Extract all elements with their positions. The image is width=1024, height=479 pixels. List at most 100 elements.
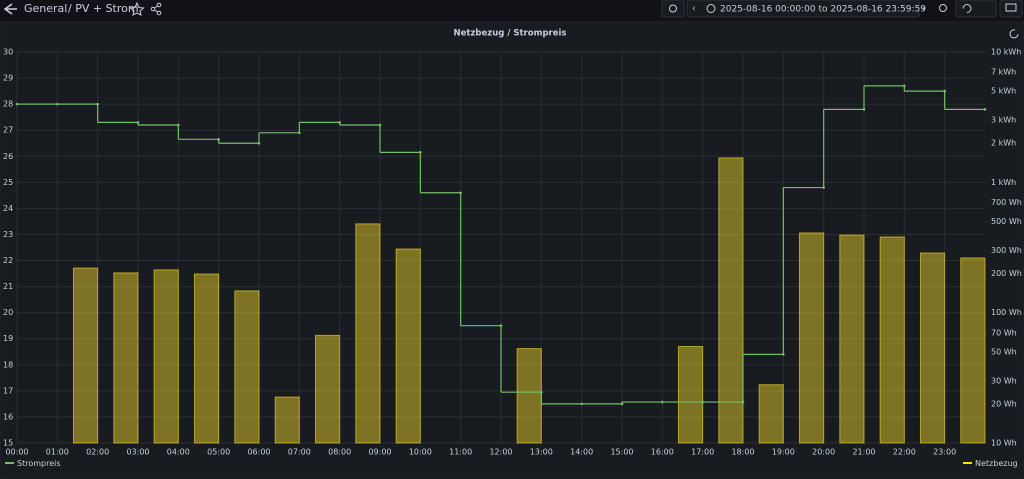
legend-swatch [5, 462, 14, 464]
y-tick-label: 23 [3, 230, 13, 239]
y2-tick-label: 70 Wh [991, 328, 1017, 337]
y-tick-label: 15 [3, 439, 13, 448]
bar [113, 272, 139, 444]
settings-button[interactable] [661, 0, 685, 18]
back-button[interactable] [3, 3, 17, 15]
share-icon[interactable] [150, 2, 162, 16]
bar [355, 223, 381, 444]
time-picker[interactable] [686, 0, 920, 18]
breadcrumb-dashboard[interactable]: / PV + Strom [68, 2, 139, 15]
prev-arrow[interactable]: ‹ [692, 4, 696, 14]
y2-tick-label: 200 Wh [991, 269, 1022, 278]
y2-tick-label: 7 kWh [991, 68, 1016, 77]
point [903, 84, 906, 88]
y-tick-label: 28 [3, 100, 13, 109]
bar [234, 290, 260, 444]
point [782, 353, 785, 356]
time-range[interactable]: 2025-08-16 00:00:00 to 2025-08-16 23:59:… [720, 5, 926, 15]
y-tick-label: 20 [3, 308, 13, 317]
x-tick-label: 02:00 [86, 448, 109, 457]
y2-tick-label: 300 Wh [991, 246, 1022, 255]
zoom-out-icon[interactable] [939, 4, 947, 12]
y-tick-label: 25 [3, 178, 13, 187]
legend-swatch [963, 462, 972, 464]
x-tick-label: 15:00 [610, 448, 633, 457]
x-tick-label: 12:00 [489, 448, 512, 457]
bar [879, 236, 905, 444]
x-tick-label: 09:00 [368, 448, 391, 457]
x-tick-label: 16:00 [651, 448, 674, 457]
y2-tick-label: 10 Wh [991, 439, 1017, 448]
x-tick-label: 21:00 [852, 448, 875, 457]
x-tick-label: 11:00 [449, 448, 472, 457]
x-tick-label: 18:00 [731, 448, 754, 457]
panel-refresh-icon[interactable] [1009, 29, 1019, 39]
y2-tick-label: 2 kWh [991, 139, 1016, 148]
refresh-button[interactable] [955, 0, 997, 18]
y-tick-label: 16 [3, 412, 13, 421]
bar [839, 234, 865, 444]
x-tick-label: 14:00 [570, 448, 593, 457]
x-tick-label: 04:00 [167, 448, 190, 457]
y-tick-label: 19 [3, 334, 13, 343]
y2-tick-label: 10 kWh [991, 48, 1021, 57]
x-tick-label: 03:00 [126, 448, 149, 457]
x-tick-label: 10:00 [409, 448, 432, 457]
bar [516, 348, 542, 444]
x-tick-label: 20:00 [812, 448, 835, 457]
breadcrumb-folder[interactable]: General [24, 2, 67, 15]
x-tick-label: 01:00 [46, 448, 69, 457]
tv-mode-button[interactable] [999, 0, 1023, 18]
x-tick-label: 17:00 [691, 448, 714, 457]
bar [153, 269, 179, 444]
y-tick-label: 17 [3, 386, 13, 395]
x-tick-label: 05:00 [207, 448, 230, 457]
bar [677, 346, 704, 444]
legend-label: Netzbezug [975, 459, 1018, 468]
y2-tick-label: 50 Wh [991, 347, 1017, 356]
x-tick-label: 08:00 [328, 448, 351, 457]
point [338, 121, 341, 124]
bar [798, 232, 825, 444]
y-tick-label: 21 [3, 282, 13, 291]
x-tick-label: 13:00 [530, 448, 553, 457]
y2-tick-label: 100 Wh [991, 308, 1022, 317]
refresh-icon [962, 4, 972, 13]
legend-label: Strompreis [17, 459, 61, 468]
y-tick-label: 24 [3, 204, 13, 213]
point [136, 121, 140, 124]
star-icon[interactable] [129, 1, 145, 16]
y-tick-label: 30 [3, 48, 13, 57]
next-arrow[interactable]: › [922, 4, 926, 14]
point [983, 108, 987, 111]
y-tick-label: 29 [3, 74, 13, 83]
y-tick-label: 27 [3, 126, 13, 135]
y-tick-label: 22 [3, 256, 13, 265]
y2-tick-label: 500 Wh [991, 217, 1022, 226]
point [943, 89, 946, 93]
point [620, 402, 624, 406]
y-tick-label: 18 [3, 360, 13, 369]
tv-icon [1005, 3, 1017, 12]
x-tick-label: 07:00 [288, 448, 311, 457]
panel-title: Netzbezug / Strompreis [454, 29, 567, 39]
bar [960, 257, 986, 444]
point [741, 400, 745, 404]
bar [758, 384, 784, 444]
bar [274, 396, 300, 444]
y2-tick-label: 3 kWh [991, 116, 1016, 125]
bar [919, 252, 946, 444]
x-tick-label: 00:00 [5, 448, 28, 457]
bar [395, 248, 421, 444]
y-tick-label: 26 [3, 152, 13, 161]
x-tick-label: 23:00 [933, 448, 956, 457]
panel [0, 21, 1024, 479]
y2-tick-label: 700 Wh [991, 198, 1022, 207]
y2-tick-label: 20 Wh [991, 399, 1017, 408]
y2-tick-label: 1 kWh [991, 178, 1016, 187]
y2-tick-label: 30 Wh [991, 376, 1017, 385]
y2-tick-label: 5 kWh [991, 87, 1016, 96]
settings-icon [669, 4, 677, 13]
